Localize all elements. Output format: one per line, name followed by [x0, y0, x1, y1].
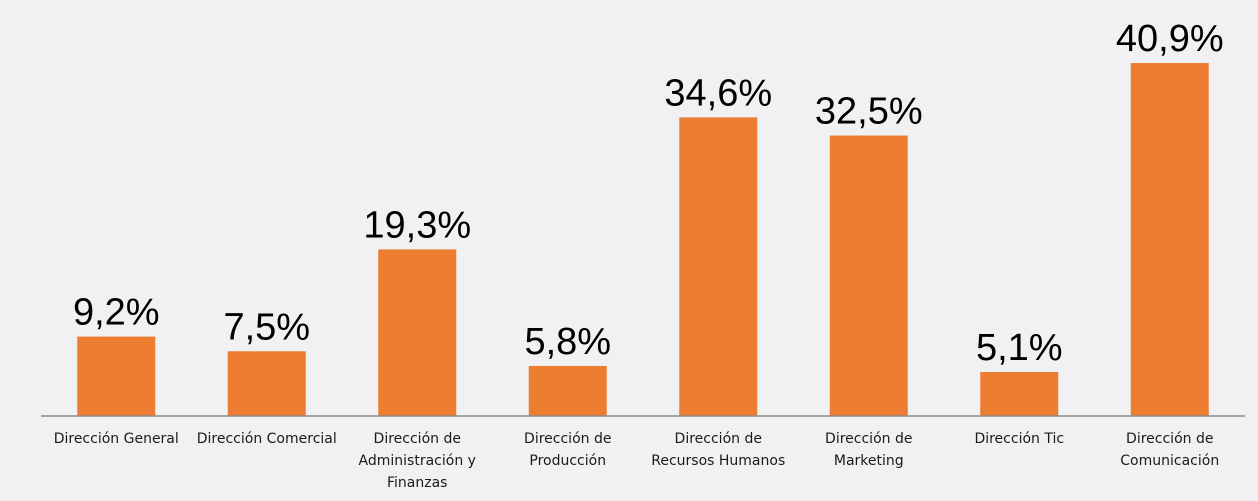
bar — [378, 249, 457, 416]
category-tick-label: Dirección Comercial — [197, 431, 337, 447]
category-tick-label: Dirección Tic — [974, 431, 1064, 447]
data-label: 19,3% — [363, 204, 471, 246]
data-label: 9,2% — [73, 292, 160, 334]
bar — [1130, 63, 1209, 417]
category-tick-label: Dirección General — [54, 431, 179, 447]
data-label: 40,9% — [1116, 18, 1224, 60]
bar — [980, 371, 1059, 416]
bar — [829, 135, 908, 416]
data-label: 5,1% — [976, 327, 1063, 369]
bar — [528, 365, 607, 416]
bar — [77, 336, 156, 416]
data-label: 5,8% — [524, 321, 611, 363]
data-label: 34,6% — [664, 72, 772, 114]
category-tick-label: Dirección de Comunicación — [1120, 431, 1219, 469]
data-label: 32,5% — [815, 91, 923, 133]
bar — [227, 351, 306, 416]
category-tick-label: Dirección de Administración y Finanzas — [359, 431, 476, 491]
category-tick-label: Dirección de Recursos Humanos — [651, 431, 785, 469]
bar — [679, 117, 758, 416]
category-tick-label: Dirección de Producción — [524, 431, 611, 469]
data-label: 7,5% — [223, 306, 310, 348]
category-tick-label: Dirección de Marketing — [825, 431, 912, 469]
